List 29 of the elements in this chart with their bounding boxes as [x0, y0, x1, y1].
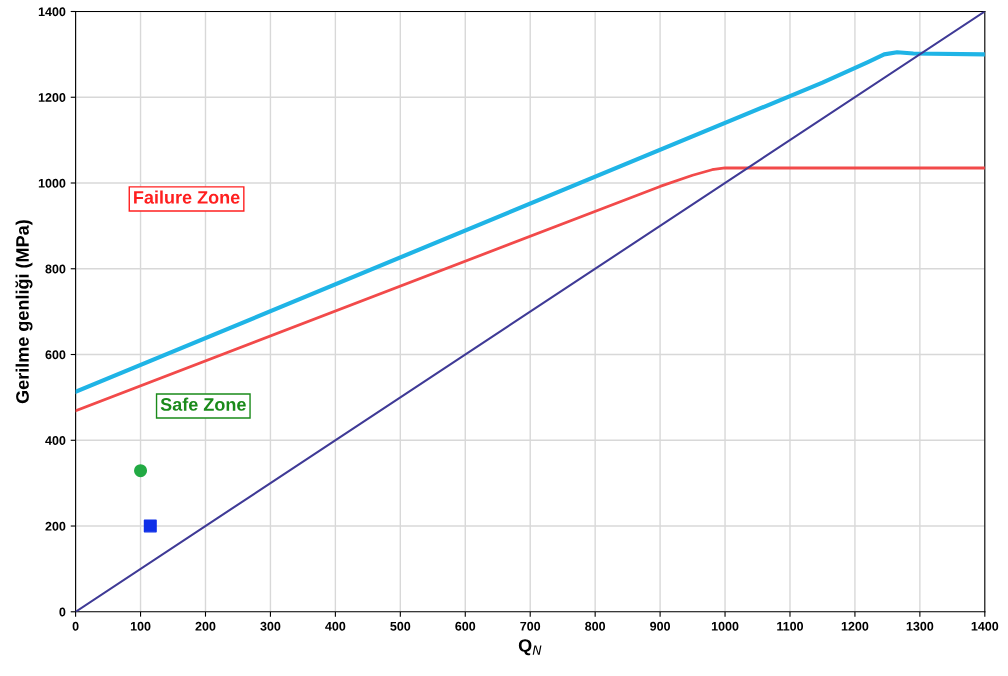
y-axis-title: Gerilme genliği (MPa): [15, 220, 33, 404]
x-tick-label: 200: [195, 621, 216, 631]
x-tick-label: 500: [390, 621, 411, 631]
x-tick-label: 1000: [711, 621, 739, 631]
y-tick-label: 600: [45, 350, 66, 360]
y-tick-label: 1000: [38, 178, 66, 188]
x-tick-label: 800: [585, 621, 606, 631]
x-tick-label: 1100: [777, 621, 804, 631]
x-tick-label: 400: [325, 621, 346, 631]
annotation: Failure Zone: [134, 190, 240, 204]
x-tick-label: 700: [520, 621, 541, 631]
line-series: [75, 166, 985, 413]
y-tick-label: 1200: [38, 93, 66, 102]
x-tick-label: 1200: [841, 621, 869, 631]
x-tick-label: 0: [72, 621, 79, 631]
y-tick-label: 1400: [38, 7, 66, 17]
y-tick-label: 0: [59, 607, 66, 617]
x-tick-label: 1300: [906, 621, 934, 631]
line-series: [75, 50, 985, 394]
x-tick-label: 100: [130, 621, 151, 631]
x-axis-title: Q$_{N}$: [518, 639, 542, 656]
x-tick-label: 300: [260, 621, 281, 631]
annotation: Safe Zone: [160, 397, 246, 411]
x-tick-label: 900: [650, 621, 671, 631]
x-tick-label: 600: [455, 621, 476, 631]
x-tick-label: 1400: [971, 621, 999, 631]
y-tick-label: 400: [45, 436, 66, 445]
y-tick-label: 200: [45, 521, 66, 531]
y-tick-label: 800: [45, 264, 66, 274]
